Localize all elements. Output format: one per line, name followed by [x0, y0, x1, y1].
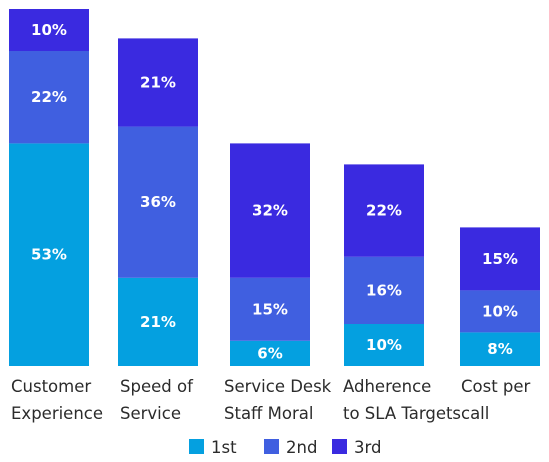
bar-value-label: 8% — [487, 340, 512, 358]
bars-group: 53% 22% 10% 21% 36% 21% 6% 15% 32% 10% 16% 22% 8% 10%… — [9, 9, 540, 366]
bar-segment-2nd-1 — [118, 126, 198, 278]
category-label: call — [461, 404, 489, 423]
category-labels: Customer Experience Speed of Service Service… — [11, 377, 531, 423]
bar-value-label: 10% — [31, 21, 67, 39]
bar-segment-1st-0 — [9, 143, 89, 366]
bar-value-label: 16% — [366, 281, 402, 299]
bar-segment-2nd-2 — [230, 277, 310, 341]
bar-value-label: 15% — [252, 300, 288, 318]
category-label: Customer — [11, 377, 91, 396]
category-label: Adherence — [343, 377, 431, 396]
bar-value-label: 22% — [366, 202, 402, 220]
bar-value-label: 15% — [482, 250, 518, 268]
legend-swatch-2nd — [264, 439, 279, 454]
bar-segment-2nd-4 — [460, 290, 540, 333]
bar-segment-3rd-3 — [344, 164, 424, 257]
category-label: Experience — [11, 404, 103, 423]
bar-value-label: 6% — [257, 344, 282, 362]
legend-swatch-1st — [189, 439, 204, 454]
legend-label-3rd: 3rd — [354, 438, 381, 457]
legend-label-1st: 1st — [211, 438, 237, 457]
category-label: Staff Moral — [224, 404, 313, 423]
legend-label-2nd: 2nd — [286, 438, 317, 457]
bar-value-label: 32% — [252, 202, 288, 220]
category-label: Service Desk — [224, 377, 332, 396]
category-label: Speed of — [120, 377, 194, 396]
bar-value-label: 22% — [31, 88, 67, 106]
category-label: to SLA Targets — [343, 404, 461, 423]
bar-segment-3rd-1 — [118, 38, 198, 127]
bar-value-label: 21% — [140, 74, 176, 92]
bar-value-label: 10% — [366, 336, 402, 354]
bar-segment-1st-2 — [230, 340, 310, 366]
category-label: Service — [120, 404, 181, 423]
category-label: Cost per — [461, 377, 531, 396]
bar-value-label: 21% — [140, 313, 176, 331]
bar-segment-3rd-4 — [460, 227, 540, 291]
bar-segment-2nd-3 — [344, 256, 424, 324]
bar-segment-3rd-2 — [230, 143, 310, 278]
bar-value-label: 10% — [482, 302, 518, 320]
bar-segment-1st-3 — [344, 324, 424, 366]
legend: 1st 2nd 3rd — [189, 438, 381, 457]
bar-value-label: 53% — [31, 246, 67, 264]
bar-segment-2nd-0 — [9, 51, 89, 144]
bar-segment-1st-4 — [460, 332, 540, 366]
bar-value-label: 36% — [140, 193, 176, 211]
bar-segment-1st-1 — [118, 277, 198, 366]
bar-segment-3rd-0 — [9, 9, 89, 51]
legend-swatch-3rd — [332, 439, 347, 454]
